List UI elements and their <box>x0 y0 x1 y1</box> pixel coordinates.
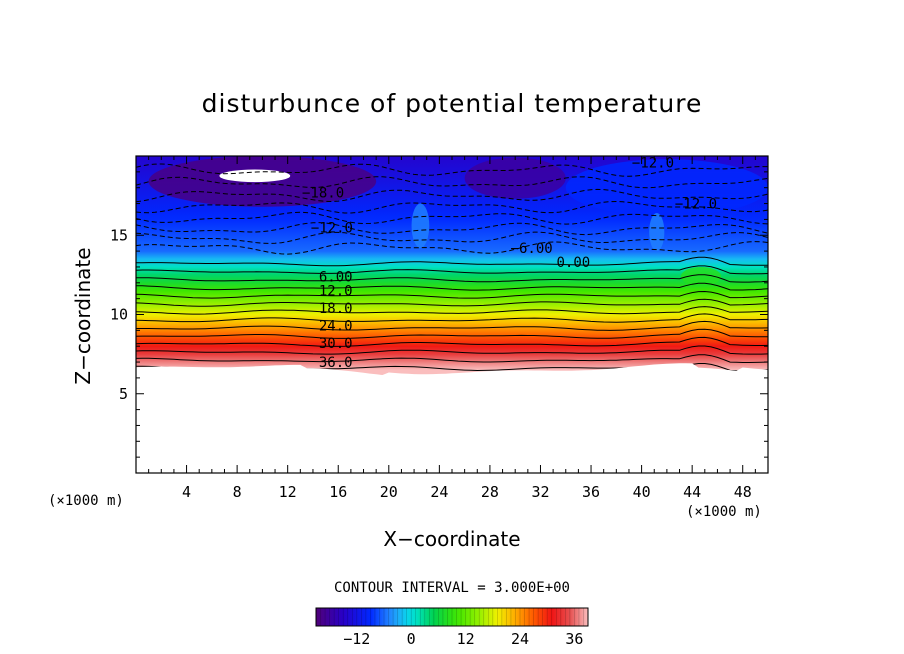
colorbar-tick-label: 12 <box>457 630 475 648</box>
contour-label: 18.0 <box>319 301 353 317</box>
colorbar-gradient <box>316 608 588 626</box>
contour-label: 24.0 <box>319 319 353 335</box>
y-tick-label: 10 <box>110 306 128 324</box>
contour-label: −12.0 <box>632 155 674 171</box>
x-tick-label: 36 <box>582 483 600 501</box>
contour-line <box>136 298 768 307</box>
dashed-contour-line <box>136 176 768 189</box>
x-tick-label: 12 <box>279 483 297 501</box>
dashed-contour-line <box>136 241 768 255</box>
contour-labels: −12.0 −18.0 −12.0 −12.0 −6.000.00 6.0012.018.… <box>302 155 717 371</box>
y-tick-label: 15 <box>110 226 128 244</box>
plot-area: −12.0 −18.0 −12.0 −12.0 −6.000.00 6.0012.018.… <box>110 155 769 501</box>
contour-line <box>136 320 768 331</box>
colorbar-frame <box>315 607 589 627</box>
dashed-contour-line <box>136 211 768 225</box>
y-tick-label: 5 <box>119 385 128 403</box>
colorbar-tick-label: 36 <box>565 630 583 648</box>
contour-line <box>136 345 768 355</box>
y-axis: 5 10 15 <box>110 171 768 458</box>
contour-interval-note: CONTOUR INTERVAL = 3.000E+00 <box>334 580 570 596</box>
dashed-contour-line <box>136 222 768 236</box>
x-axis-label: X−coordinate <box>383 527 520 551</box>
contour-label: 6.00 <box>319 269 353 285</box>
y-axis-label: Z−coordinate <box>71 247 95 384</box>
x-tick-label: 8 <box>233 483 242 501</box>
contour-line <box>136 282 768 291</box>
x-tick-label: 44 <box>683 483 701 501</box>
colorbar-tick-label: 24 <box>511 630 529 648</box>
masked-patch <box>219 169 291 183</box>
x-axis: 4 8 12 16 20 24 28 32 36 40 44 48 <box>148 156 756 501</box>
contour-label: −12.0 <box>311 220 353 236</box>
contour-line <box>136 313 768 323</box>
contour-label: 0.00 <box>556 255 590 271</box>
upper-anomalies <box>148 156 768 286</box>
contour-line <box>136 336 768 347</box>
contour-line <box>136 290 768 299</box>
dashed-contour-line <box>136 231 768 244</box>
contour-label: 12.0 <box>319 284 353 300</box>
contour-label: −6.00 <box>511 241 553 257</box>
dashed-contour-line <box>136 188 768 203</box>
x-unit-right: (×1000 m) <box>686 504 762 520</box>
contour-line <box>136 328 768 339</box>
contour-lines <box>136 256 768 372</box>
contour-label: 36.0 <box>319 355 353 371</box>
x-tick-label: 40 <box>633 483 651 501</box>
dashed-contour-line <box>136 163 768 177</box>
colorbar-tick-label: −12 <box>343 630 370 648</box>
contour-line <box>136 354 768 363</box>
x-tick-label: 24 <box>430 483 448 501</box>
x-tick-label: 48 <box>734 483 752 501</box>
contour-label: 30.0 <box>319 336 353 352</box>
warm-plume-a <box>411 203 430 248</box>
x-tick-label: 28 <box>481 483 499 501</box>
contour-line <box>136 306 768 315</box>
dashed-contour-line <box>136 200 768 214</box>
cold-anomaly-center <box>464 157 566 199</box>
chart-title: disturbunce of potential temperature <box>202 89 703 118</box>
x-unit-left: (×1000 m) <box>48 493 124 509</box>
colorbar: −12 0 12 24 36 <box>315 607 589 648</box>
negative-contour-lines <box>136 163 768 255</box>
bump-right <box>680 266 722 286</box>
x-tick-label: 4 <box>182 483 191 501</box>
x-tick-label: 16 <box>329 483 347 501</box>
colorbar-tick-label: 0 <box>407 630 416 648</box>
colorbar-ticks: −12 0 12 24 36 <box>343 630 583 648</box>
x-tick-label: 20 <box>380 483 398 501</box>
contour-label: −18.0 <box>302 185 344 201</box>
contour-label: −12.0 <box>675 197 717 213</box>
contour-line <box>136 265 768 275</box>
x-tick-label: 32 <box>531 483 549 501</box>
warm-plume-b <box>649 213 665 252</box>
contour-line <box>136 256 768 267</box>
contour-line <box>136 274 768 283</box>
